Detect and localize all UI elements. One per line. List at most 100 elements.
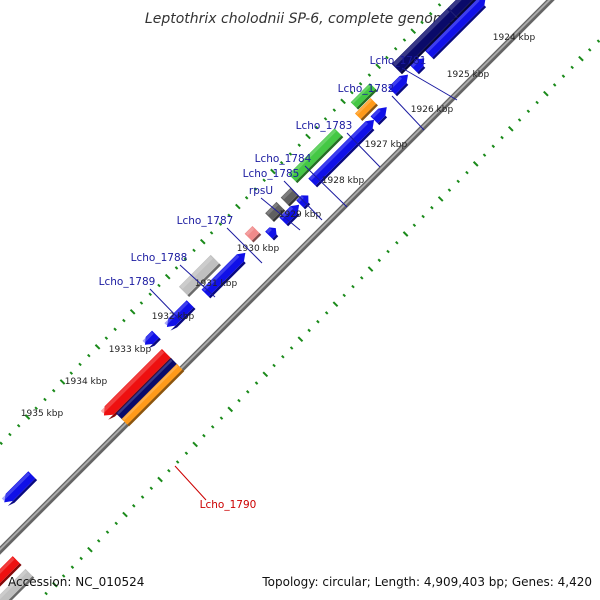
backbone-shadow xyxy=(0,0,555,555)
cds-feature-body xyxy=(144,330,160,345)
label-leader-line xyxy=(283,180,323,221)
tick-dot xyxy=(59,379,66,385)
tick-dot xyxy=(385,55,389,60)
cds-feature-highlight xyxy=(389,76,402,90)
cds-feature-shadow xyxy=(377,115,388,126)
gene-label-lcho-1790[interactable]: Lcho_1790 xyxy=(174,465,257,511)
label-leader-line xyxy=(260,197,301,231)
gene-label-text[interactable]: Lcho_1783 xyxy=(296,120,353,132)
cds-feature xyxy=(388,74,409,97)
tick-dot xyxy=(324,311,329,315)
feature-green-upper-shadow xyxy=(356,88,378,110)
tick-dot xyxy=(254,381,259,385)
gene-feature-lcho-1790-highlight xyxy=(117,359,173,415)
tick-dot xyxy=(246,390,250,394)
cds-feature-body xyxy=(388,74,408,95)
gene-feature-lcho-1785 xyxy=(265,201,286,223)
tick-dot xyxy=(332,301,339,307)
gene-label-text[interactable]: rpsU xyxy=(249,185,273,197)
tick-dot xyxy=(351,284,355,289)
gene-label-lcho-1784[interactable]: Lcho_1784 xyxy=(255,153,348,208)
tick-dot xyxy=(218,222,223,226)
tick-dot xyxy=(78,362,82,367)
cds-feature-shadow xyxy=(395,83,409,97)
tick-dot xyxy=(297,143,302,147)
gene-feature-lcho-1781b-highlight xyxy=(448,0,462,11)
label-leader-line xyxy=(304,165,348,208)
gene-label-lcho-1783[interactable]: Lcho_1783 xyxy=(296,120,381,168)
gene-label-text[interactable]: Lcho_1788 xyxy=(131,252,188,264)
label-leader-line xyxy=(179,264,216,298)
tick-label: 1924 kbp xyxy=(493,33,536,43)
tick-dot xyxy=(456,179,460,184)
gene-label-text[interactable]: Lcho_1790 xyxy=(200,499,257,511)
tick-dot xyxy=(386,249,390,254)
cds-feature xyxy=(265,227,279,241)
tick-dot xyxy=(535,100,539,105)
tick-dot xyxy=(43,397,47,402)
cds-feature-body xyxy=(370,107,387,124)
tick-dot xyxy=(316,319,320,324)
feature-green-upper xyxy=(350,83,378,110)
tick-dot xyxy=(132,504,136,508)
tick-dot xyxy=(288,152,293,156)
gene-label-text[interactable]: Lcho_1784 xyxy=(255,153,312,165)
cds-feature-body xyxy=(424,0,486,58)
cds-feature-body xyxy=(201,252,246,297)
gene-label-text[interactable]: Lcho_1785 xyxy=(243,168,300,180)
tick-dot xyxy=(428,11,433,16)
tick-dot xyxy=(289,346,294,350)
feature-orange-lower-shadow xyxy=(127,369,185,427)
tick-dot xyxy=(262,371,269,378)
tick-dot xyxy=(199,238,206,245)
gene-feature-lcho-1787-body xyxy=(178,254,220,296)
tick-dot xyxy=(114,521,119,526)
tick-dot xyxy=(157,476,163,483)
gene-label-text[interactable]: Lcho_1787 xyxy=(177,215,234,227)
tick-dot xyxy=(447,188,452,192)
tick-dot xyxy=(350,90,354,95)
cds-feature-shadow xyxy=(303,202,311,210)
feature-red-lower-shadow xyxy=(0,563,22,587)
gene-features xyxy=(0,0,487,600)
gene-label-lcho-1787[interactable]: Lcho_1787 xyxy=(177,215,263,264)
gene-label-lcho-1788[interactable]: Lcho_1788 xyxy=(131,252,216,298)
tick-dot xyxy=(305,133,311,140)
gene-label-text[interactable]: Lcho_1789 xyxy=(99,276,156,288)
tick-dot xyxy=(0,441,3,446)
gene-feature-lcho-1783-shadow xyxy=(295,135,344,184)
tick-dot xyxy=(561,74,566,78)
gene-label-text[interactable]: Lcho_1781 xyxy=(370,55,427,67)
tick-dot xyxy=(148,292,152,297)
tick-dot xyxy=(262,178,266,183)
tick-dot xyxy=(367,266,374,272)
cds-feature-body xyxy=(166,300,194,328)
gene-label-lcho-1789[interactable]: Lcho_1789 xyxy=(99,276,181,321)
cds-feature xyxy=(1,471,38,506)
tick-dot xyxy=(578,55,584,62)
tick-dot xyxy=(227,213,231,218)
gene-label-lcho-1785[interactable]: Lcho_1785 xyxy=(243,168,323,221)
gene-feature-lcho-1784-body xyxy=(280,187,298,205)
tick-dot xyxy=(175,460,180,464)
cds-feature-highlight xyxy=(266,227,272,234)
label-leader-line xyxy=(346,132,381,168)
tick-dot xyxy=(69,371,74,375)
tick-dot xyxy=(543,90,549,97)
gene-label-rpsu[interactable]: rpsU xyxy=(249,185,301,231)
feature-orange-upper xyxy=(354,97,378,121)
tick-dot xyxy=(8,432,12,437)
tick-label: 1927 kbp xyxy=(365,140,408,150)
gene-label-lcho-1781[interactable]: Lcho_1781 xyxy=(370,55,458,101)
tick-dot xyxy=(393,46,398,51)
gene-label-text[interactable]: Lcho_1782 xyxy=(338,83,395,95)
tick-dot xyxy=(244,196,249,200)
feature-orange-upper-shadow xyxy=(360,103,378,121)
tick-dot xyxy=(227,406,234,413)
cds-feature-shadow xyxy=(417,66,426,75)
tick-dot xyxy=(402,231,409,237)
gene-label-lcho-1782[interactable]: Lcho_1782 xyxy=(338,83,425,131)
tick-dot xyxy=(157,283,161,288)
tick-dot xyxy=(272,363,276,368)
